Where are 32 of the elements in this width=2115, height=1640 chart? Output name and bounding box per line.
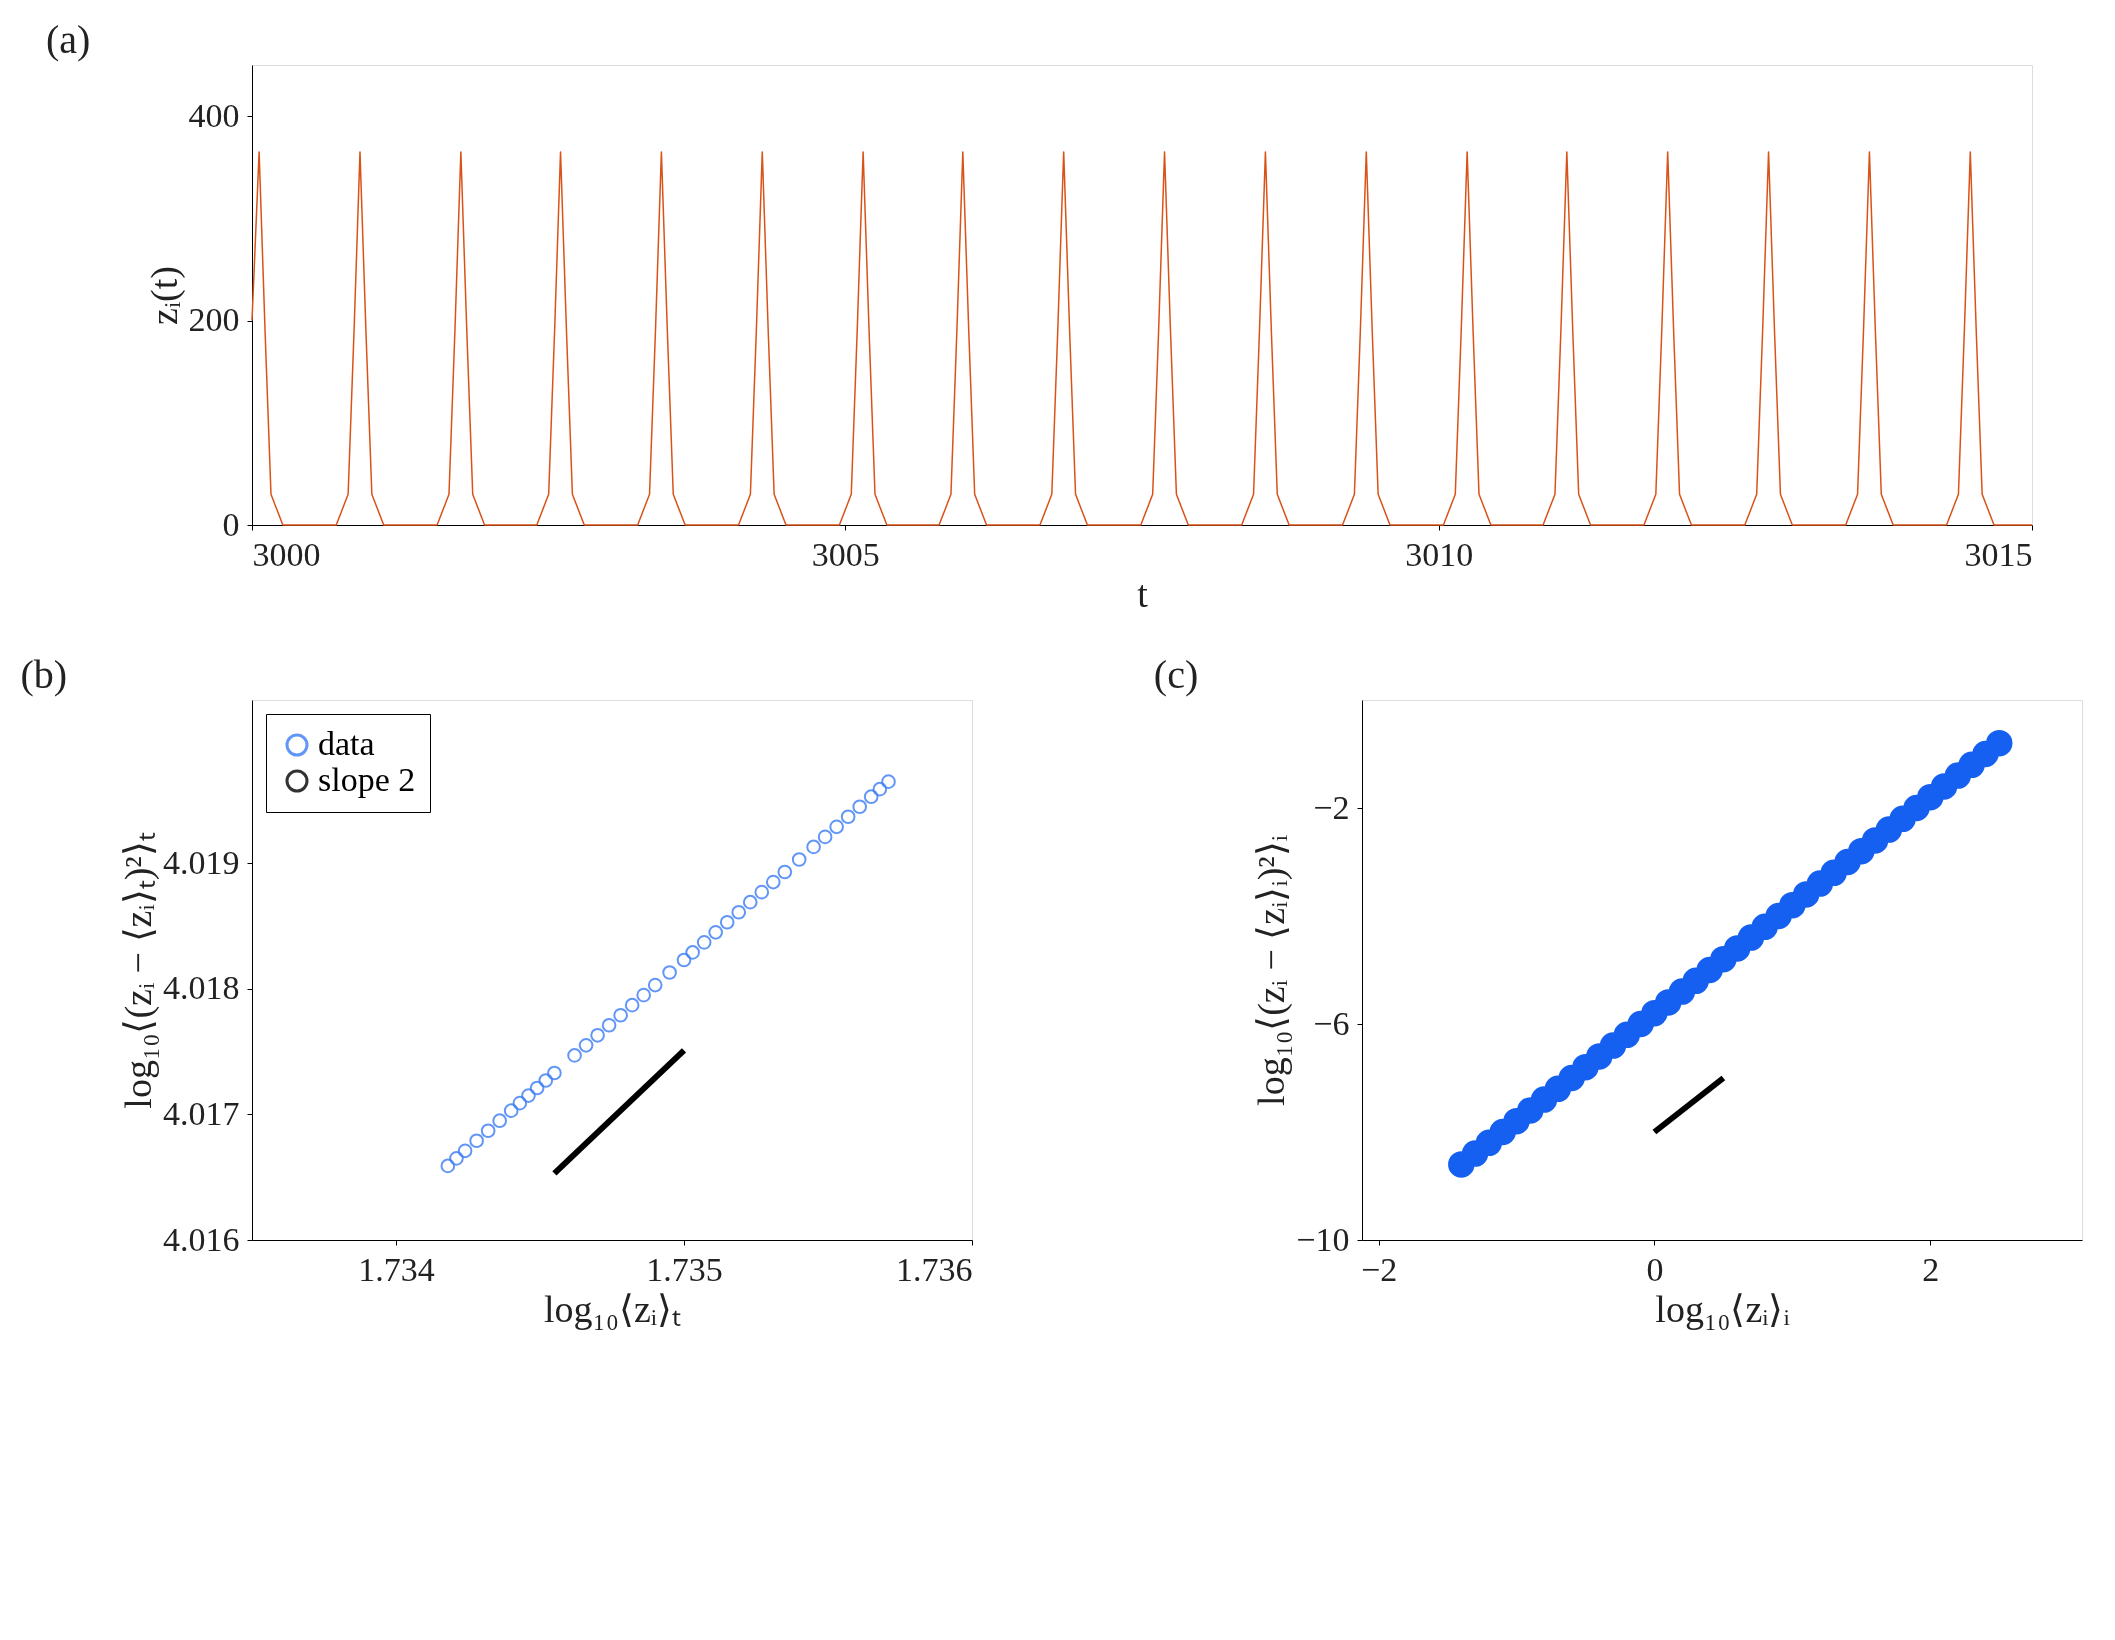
x-tick-label: 3000 [252,535,321,573]
y-tick-label: −2 [1313,788,1350,826]
x-tick-label: 3005 [811,535,880,573]
x-axis-title: log₁₀⟨zᵢ⟩ₜ [543,1287,682,1330]
y-tick-label: 4.017 [163,1094,240,1132]
y-axis-title: log₁₀⟨(zᵢ − ⟨zᵢ⟩ₜ)²⟩ₜ [117,832,160,1109]
x-tick-label: 3010 [1405,535,1474,573]
x-tick-label: −2 [1360,1250,1398,1288]
y-tick-label: 200 [188,301,240,339]
chart-title: (c) [1153,652,1199,697]
y-tick-label: 0 [222,505,240,543]
x-tick-label: 1.736 [896,1250,973,1288]
y-tick-label: 4.019 [163,843,240,881]
y-tick-label: 4.016 [163,1220,240,1258]
y-tick-label: 400 [188,96,240,134]
y-axis-title: zᵢ(t) [142,266,186,325]
point [1986,730,2013,757]
y-tick-label: −10 [1296,1220,1350,1258]
y-tick-label: −6 [1313,1004,1350,1042]
x-tick-label: 0 [1646,1250,1664,1288]
x-tick-label: 1.734 [358,1250,435,1288]
x-axis-title: t [1137,572,1149,615]
legend-label: data [318,725,375,762]
x-axis-title: log₁₀⟨zᵢ⟩ᵢ [1655,1287,1790,1330]
chart-title: (a) [46,17,91,62]
x-tick-label: 3015 [1964,535,2033,573]
chart-title: (b) [20,652,68,697]
legend-label: slope 2 [318,761,416,798]
y-tick-label: 4.018 [163,969,240,1007]
y-axis-title: log₁₀⟨(zᵢ − ⟨zᵢ⟩ᵢ)²⟩ᵢ [1250,835,1294,1106]
x-tick-label: 2 [1922,1250,1940,1288]
x-tick-label: 1.735 [646,1250,723,1288]
